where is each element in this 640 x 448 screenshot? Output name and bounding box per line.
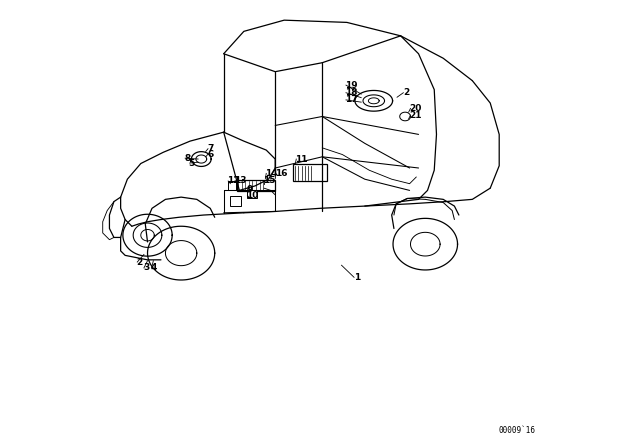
Text: 9: 9	[246, 185, 253, 194]
Text: 3: 3	[143, 263, 149, 272]
Text: 5: 5	[189, 159, 195, 168]
Text: 20: 20	[410, 104, 422, 113]
Text: 21: 21	[410, 111, 422, 120]
Text: 6: 6	[207, 150, 213, 159]
Text: 00009`16: 00009`16	[498, 426, 535, 435]
Text: 10: 10	[246, 191, 259, 200]
Text: 1: 1	[353, 273, 360, 282]
FancyBboxPatch shape	[248, 190, 257, 198]
Text: 12: 12	[227, 177, 240, 185]
Text: 8: 8	[184, 154, 191, 163]
Text: 14: 14	[266, 169, 278, 178]
Text: 19: 19	[344, 81, 357, 90]
Text: 16: 16	[275, 169, 288, 178]
Text: 4: 4	[150, 263, 157, 272]
Text: 2: 2	[136, 258, 143, 267]
Text: 17: 17	[344, 95, 357, 104]
Text: 18: 18	[344, 88, 357, 97]
FancyBboxPatch shape	[237, 180, 275, 191]
Text: 15: 15	[263, 176, 276, 185]
Text: 7: 7	[207, 144, 214, 153]
Text: 13: 13	[234, 177, 246, 185]
FancyBboxPatch shape	[228, 181, 236, 190]
FancyBboxPatch shape	[293, 164, 326, 181]
FancyBboxPatch shape	[230, 196, 241, 206]
Text: 11: 11	[296, 155, 308, 164]
Text: 2: 2	[403, 88, 409, 97]
